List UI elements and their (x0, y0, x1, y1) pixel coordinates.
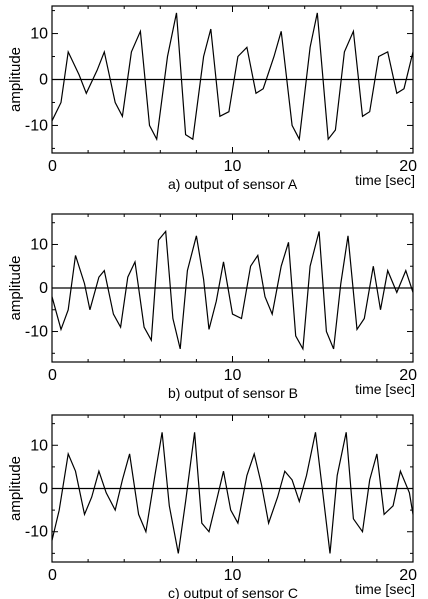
x-tick-label-a: 10 (224, 158, 242, 175)
y-axis-label-c: amplitude (7, 456, 24, 521)
y-tick-label-b: 10 (30, 236, 48, 253)
y-tick-label-a: -10 (25, 117, 48, 134)
series-line-b-0 (51, 229, 414, 351)
y-tick-label-c: 10 (30, 437, 48, 454)
x-tick-label-c: 10 (224, 567, 242, 584)
y-tick-label-b: -10 (25, 324, 48, 341)
series-line-c-0 (51, 432, 414, 554)
x-axis-label-c: time [sec] (355, 581, 415, 597)
x-tick-label-b: 0 (48, 367, 57, 384)
x-axis-label-b: time [sec] (355, 381, 415, 397)
x-tick-label-a: 20 (399, 158, 417, 175)
series-line-a-0 (51, 12, 414, 142)
y-axis-label-a: amplitude (7, 47, 24, 112)
chart-caption-c: c) output of sensor C (168, 585, 298, 599)
y-tick-label-c: -10 (25, 524, 48, 541)
chart-caption-b: b) output of sensor B (168, 385, 298, 401)
x-tick-label-a: 0 (48, 158, 57, 175)
x-axis-label-a: time [sec] (355, 172, 415, 188)
x-tick-label-c: 20 (399, 567, 417, 584)
x-tick-label-b: 20 (399, 367, 417, 384)
y-tick-label-c: 0 (39, 481, 48, 498)
y-tick-label-a: 0 (39, 72, 48, 89)
x-tick-label-b: 10 (224, 367, 242, 384)
chart-caption-a: a) output of sensor A (168, 176, 298, 192)
y-tick-label-a: 10 (30, 26, 48, 43)
y-tick-label-b: 0 (39, 280, 48, 297)
x-tick-label-c: 0 (48, 567, 57, 584)
y-axis-label-b: amplitude (7, 255, 24, 320)
